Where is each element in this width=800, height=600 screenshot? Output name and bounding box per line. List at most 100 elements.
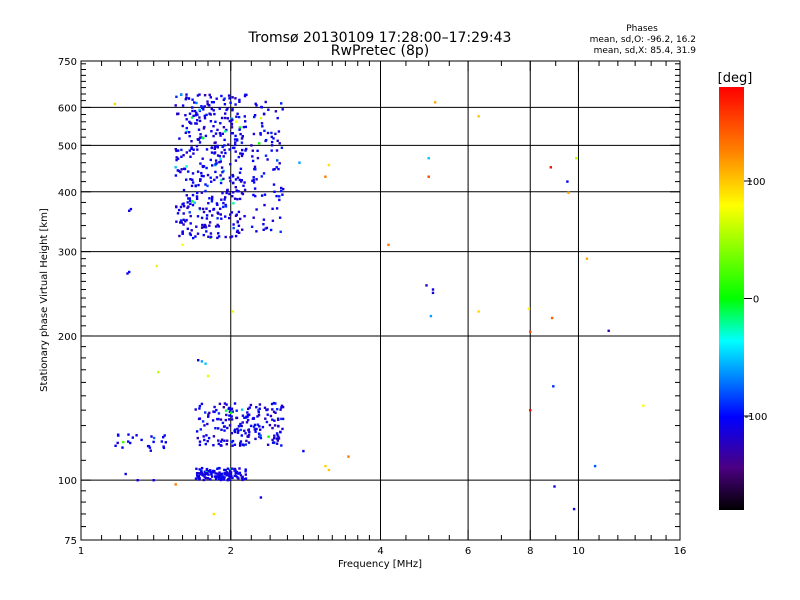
phase-point: [231, 146, 235, 149]
phase-point: [195, 225, 198, 228]
phase-point: [239, 167, 243, 170]
phase-point: [243, 416, 246, 419]
phase-point: [193, 201, 196, 204]
phase-point: [228, 424, 232, 427]
phase-point: [243, 429, 246, 432]
phase-point: [253, 428, 256, 431]
phase-point: [550, 316, 554, 320]
phase-point: [255, 230, 258, 233]
phase-point: [222, 98, 225, 102]
phase-point: [244, 468, 247, 471]
phase-point: [229, 408, 232, 411]
phase-point: [271, 207, 274, 210]
phase-point: [239, 132, 242, 136]
phase-point: [187, 97, 190, 100]
phase-point: [200, 171, 203, 175]
phase-point: [239, 422, 242, 426]
phase-point: [246, 414, 250, 417]
phase-point: [553, 485, 556, 488]
phase-point: [200, 471, 204, 474]
phase-point: [208, 411, 211, 415]
phase-point: [179, 170, 182, 174]
phase-point: [271, 441, 275, 444]
phase-point: [247, 407, 250, 411]
phase-point: [212, 125, 215, 128]
phase-point: [242, 184, 245, 187]
phase-point: [213, 151, 217, 154]
phase-point: [160, 440, 163, 443]
phase-point: [274, 132, 277, 136]
phase-point: [232, 223, 235, 226]
phase-point: [205, 217, 209, 220]
y-axis-label: Stationary phase Virtual Height [km]: [39, 208, 50, 392]
phase-point: [234, 178, 238, 181]
phase-point: [272, 137, 275, 140]
phase-point: [280, 444, 283, 447]
phase-point: [205, 434, 208, 437]
phase-point: [175, 149, 178, 153]
phase-point: [198, 136, 202, 139]
phase-point: [270, 402, 274, 406]
phase-point: [194, 408, 197, 411]
phase-point: [128, 270, 131, 274]
phase-point: [239, 442, 242, 445]
phase-point: [214, 225, 218, 228]
phase-point: [223, 425, 226, 428]
phase-point: [182, 212, 185, 215]
phase-point: [214, 476, 218, 479]
phase-point: [241, 414, 245, 417]
phase-point: [234, 214, 238, 217]
phase-point: [244, 473, 247, 476]
phase-point: [185, 178, 188, 181]
phase-point: [247, 441, 251, 444]
phase-point: [187, 170, 190, 173]
phase-point: [230, 418, 234, 421]
phase-point: [190, 116, 194, 119]
phase-point: [230, 211, 234, 214]
phase-point: [585, 257, 589, 260]
phase-point: [199, 179, 202, 182]
phase-point: [259, 436, 263, 440]
phase-point: [217, 412, 221, 415]
phase-point: [189, 214, 192, 218]
phase-point: [207, 413, 210, 416]
phase-point: [280, 189, 283, 193]
phase-point: [549, 166, 552, 169]
phase-point: [275, 194, 278, 198]
phase-point: [184, 220, 187, 223]
phase-point: [241, 478, 244, 482]
phase-point: [178, 234, 181, 238]
phase-point: [433, 101, 437, 104]
phase-point: [126, 272, 129, 275]
phase-point: [252, 176, 255, 179]
phase-point: [230, 415, 233, 418]
phase-point: [225, 108, 228, 112]
phase-point: [278, 142, 281, 145]
phase-point: [203, 114, 206, 117]
phase-point: [209, 470, 212, 474]
phase-point: [202, 233, 205, 237]
phase-point: [270, 140, 274, 144]
phase-point: [208, 93, 211, 97]
phase-point: [214, 145, 217, 148]
phase-point: [193, 109, 197, 113]
phase-point: [215, 176, 219, 179]
phase-point: [213, 405, 216, 409]
phase-point: [235, 189, 238, 192]
colorbar: [719, 87, 744, 510]
phase-point: [196, 215, 200, 218]
phase-point: [236, 229, 239, 232]
phase-point: [607, 329, 610, 332]
phase-point: [162, 445, 165, 448]
phase-point: [180, 221, 183, 224]
phase-point: [219, 207, 222, 210]
phase-point: [196, 170, 200, 173]
phase-point: [230, 126, 234, 129]
phase-point: [201, 473, 204, 477]
phase-point: [239, 474, 243, 477]
phase-point: [271, 219, 275, 222]
phase-point: [269, 414, 273, 418]
phase-point: [244, 443, 247, 446]
phase-point: [277, 167, 280, 171]
phase-stats-x: mean, sd,X: 85.4, 31.9: [594, 46, 697, 56]
